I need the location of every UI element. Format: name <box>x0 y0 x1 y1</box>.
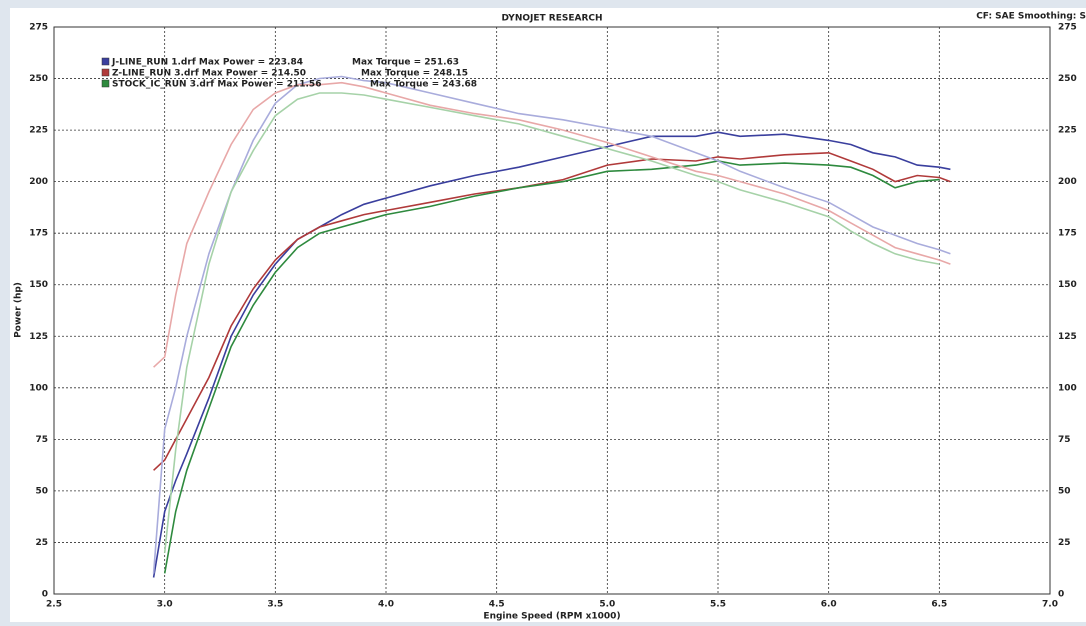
data-line <box>163 160 940 574</box>
y-tick-label: 275 <box>29 23 48 33</box>
y-tick-label: 75 <box>35 435 48 445</box>
y-tick-label: 200 <box>29 177 48 187</box>
x-tick-label: 4.5 <box>489 600 505 610</box>
legend-label: Max Torque = 248.15 <box>361 69 468 79</box>
legend-label: J-LINE_RUN 1.drf Max Power = 223.84 <box>111 58 303 68</box>
y2-tick-label: 25 <box>1058 538 1071 548</box>
y2-tick-label: 125 <box>1058 332 1077 342</box>
y-tick-label: 25 <box>35 538 48 548</box>
y-tick-label: 125 <box>29 332 48 342</box>
legend-swatch <box>101 68 110 77</box>
legend-swatch <box>101 79 110 88</box>
chart-title: DYNOJET RESEARCH <box>501 14 602 24</box>
x-tick-label: 6.5 <box>931 600 947 610</box>
y2-tick-label: 75 <box>1058 435 1071 445</box>
data-line <box>153 81 951 368</box>
y-tick-label: 150 <box>29 280 48 290</box>
legend-label: Max Torque = 243.68 <box>370 80 477 90</box>
y2-tick-label: 50 <box>1058 486 1071 496</box>
chart-background <box>10 8 1086 622</box>
x-tick-label: 2.5 <box>46 600 62 610</box>
y2-tick-label: 200 <box>1058 177 1077 187</box>
y2-tick-label: 175 <box>1058 229 1077 239</box>
y-tick-label: 225 <box>29 126 48 136</box>
plot-frame <box>53 26 1051 595</box>
y2-tick-label: 275 <box>1058 23 1077 33</box>
x-tick-label: 4.0 <box>378 600 394 610</box>
data-line <box>152 131 951 578</box>
data-line <box>163 92 940 553</box>
y2-tick-label: 0 <box>1058 590 1064 600</box>
legend-label: STOCK_IC_RUN 3.drf Max Power = 211.56 <box>112 80 321 90</box>
y-tick-label: 100 <box>29 383 48 393</box>
y2-tick-label: 150 <box>1058 280 1077 290</box>
y-tick-label: 0 <box>42 590 48 600</box>
y-tick-label: 175 <box>29 229 48 239</box>
legend-swatch <box>101 57 110 66</box>
x-tick-label: 7.0 <box>1042 600 1058 610</box>
data-line <box>153 151 951 471</box>
legend-label: Max Torque = 251.63 <box>352 58 459 68</box>
x-tick-label: 3.0 <box>157 600 173 610</box>
x-tick-label: 3.5 <box>267 600 283 610</box>
corner-text: CF: SAE Smoothing: S <box>976 12 1086 22</box>
y2-tick-label: 250 <box>1058 74 1077 84</box>
y-axis-label: Power (hp) <box>14 282 24 338</box>
y2-tick-label: 225 <box>1058 126 1077 136</box>
legend-label: Z-LINE_RUN 3.drf Max Power = 214.50 <box>112 69 306 79</box>
x-tick-label: 6.0 <box>821 600 837 610</box>
y2-tick-label: 100 <box>1058 383 1077 393</box>
x-tick-label: 5.0 <box>599 600 615 610</box>
y-tick-label: 250 <box>29 74 48 84</box>
y-tick-label: 50 <box>35 486 48 496</box>
x-axis-label: Engine Speed (RPM x1000) <box>483 612 620 622</box>
x-tick-label: 5.5 <box>710 600 726 610</box>
